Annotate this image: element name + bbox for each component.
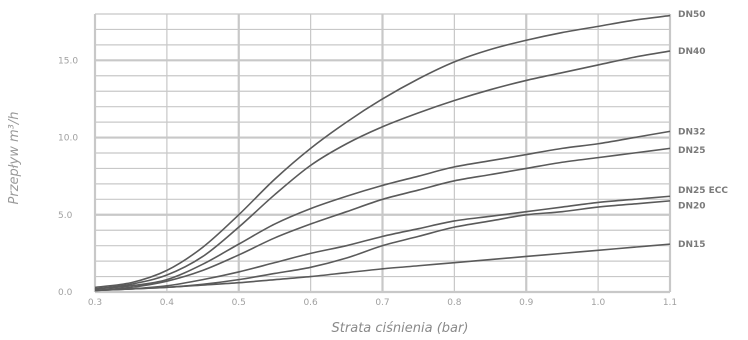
x-axis-title: Strata ciśnienia (bar) — [332, 321, 469, 336]
series-line-dn15 — [94, 243, 671, 292]
series-label-dn50: DN50 — [678, 10, 706, 20]
y-tick-label: 0.0 — [58, 288, 73, 298]
x-tick-label: 0.6 — [303, 298, 318, 308]
y-tick-label: 5.0 — [58, 211, 73, 221]
y-axis-title: Przepływ m³/h — [7, 112, 22, 205]
series-label-dn20: DN20 — [678, 202, 706, 212]
series-lines — [94, 14, 671, 292]
y-tick-label: 10.0 — [58, 134, 78, 144]
series-line-dn40 — [94, 50, 671, 290]
x-tick-label: 0.5 — [232, 298, 246, 308]
series-labels: DN50 DN40 DN32 DN25 DN25 ECC DN20 DN15 — [678, 10, 728, 250]
x-tick-label: 0.9 — [519, 298, 534, 308]
x-tick-label: 0.8 — [447, 298, 462, 308]
series-label-dn25-ecc: DN25 ECC — [678, 186, 728, 196]
y-tick-label: 15.0 — [58, 56, 78, 66]
series-label-dn32: DN32 — [678, 127, 706, 137]
series-line-dn50 — [94, 14, 671, 289]
series-label-dn40: DN40 — [678, 47, 706, 57]
x-tick-label: 0.7 — [375, 298, 389, 308]
series-line-dn25-ecc — [94, 195, 671, 292]
grid — [93, 13, 672, 294]
series-label-dn15: DN15 — [678, 240, 706, 250]
series-line-dn25 — [94, 147, 671, 292]
x-tick-label: 1.1 — [663, 298, 677, 308]
series-label-dn25: DN25 — [678, 146, 706, 156]
tick-labels: 0.3 0.4 0.5 0.6 0.7 0.8 0.9 1.0 1.1 0.0 5.0 10.0 15.… — [58, 56, 677, 308]
x-tick-label: 0.3 — [88, 298, 102, 308]
x-tick-label: 0.4 — [160, 298, 175, 308]
series-line-dn32 — [94, 130, 671, 290]
x-tick-label: 1.0 — [591, 298, 606, 308]
